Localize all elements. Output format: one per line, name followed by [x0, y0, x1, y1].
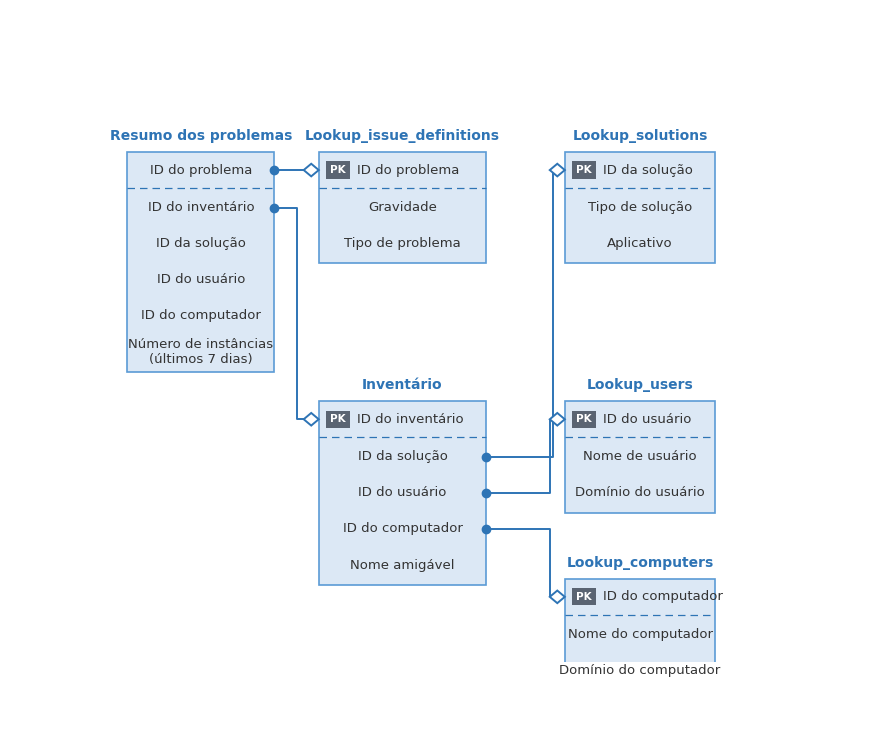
Text: ID do usuário: ID do usuário [358, 487, 446, 499]
Text: Lookup_solutions: Lookup_solutions [572, 129, 707, 144]
Text: Tipo de solução: Tipo de solução [588, 201, 692, 214]
Text: ID da solução: ID da solução [357, 450, 447, 464]
FancyBboxPatch shape [127, 153, 274, 372]
Text: Lookup_issue_definitions: Lookup_issue_definitions [305, 129, 500, 144]
FancyBboxPatch shape [564, 153, 715, 263]
FancyBboxPatch shape [564, 402, 715, 513]
FancyBboxPatch shape [572, 589, 596, 606]
Text: ID do problema: ID do problema [357, 164, 460, 176]
FancyBboxPatch shape [572, 411, 596, 428]
FancyBboxPatch shape [572, 161, 596, 179]
Text: Domínio do computador: Domínio do computador [559, 664, 721, 677]
FancyBboxPatch shape [325, 411, 350, 428]
Polygon shape [549, 413, 564, 426]
Text: PK: PK [576, 591, 592, 602]
Text: Gravidade: Gravidade [368, 201, 437, 214]
Text: PK: PK [330, 165, 346, 175]
Polygon shape [303, 164, 318, 176]
Polygon shape [549, 591, 564, 603]
Text: Tipo de problema: Tipo de problema [344, 237, 460, 250]
Text: Número de instâncias
(últimos 7 dias): Número de instâncias (últimos 7 dias) [128, 338, 273, 366]
Text: ID do computador: ID do computador [603, 590, 723, 603]
Text: ID do computador: ID do computador [342, 522, 462, 536]
Text: ID do inventário: ID do inventário [147, 201, 254, 214]
Polygon shape [549, 164, 564, 176]
FancyBboxPatch shape [564, 579, 715, 690]
Text: Nome de usuário: Nome de usuário [583, 450, 697, 464]
Text: PK: PK [330, 414, 346, 424]
Text: ID do problema: ID do problema [150, 164, 252, 176]
Text: PK: PK [576, 165, 592, 175]
Polygon shape [303, 413, 318, 426]
FancyBboxPatch shape [325, 161, 350, 179]
Text: Aplicativo: Aplicativo [607, 237, 673, 250]
Text: ID do usuário: ID do usuário [603, 413, 691, 426]
Text: Nome do computador: Nome do computador [567, 628, 713, 641]
Text: Inventário: Inventário [363, 379, 443, 392]
Text: ID da solução: ID da solução [603, 164, 693, 176]
FancyBboxPatch shape [318, 402, 486, 585]
Text: Lookup_computers: Lookup_computers [566, 556, 714, 570]
Text: ID do inventário: ID do inventário [357, 413, 464, 426]
Text: ID da solução: ID da solução [156, 237, 246, 250]
Text: Domínio do usuário: Domínio do usuário [575, 487, 705, 499]
Text: ID do usuário: ID do usuário [157, 273, 245, 286]
Text: Nome amigável: Nome amigável [350, 559, 455, 571]
Text: Lookup_users: Lookup_users [587, 379, 693, 392]
Text: ID do computador: ID do computador [141, 310, 261, 322]
Text: Resumo dos problemas: Resumo dos problemas [109, 129, 292, 144]
Text: PK: PK [576, 414, 592, 424]
FancyBboxPatch shape [318, 153, 486, 263]
